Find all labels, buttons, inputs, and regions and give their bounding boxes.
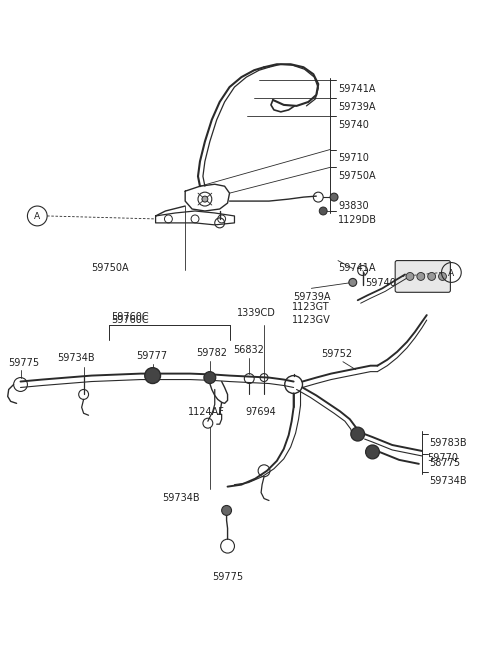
Text: 59739A: 59739A bbox=[294, 292, 331, 303]
Text: A: A bbox=[448, 269, 455, 278]
Text: 59783B: 59783B bbox=[430, 438, 468, 448]
Text: 59770: 59770 bbox=[427, 453, 458, 463]
Text: 59752: 59752 bbox=[321, 348, 352, 359]
Circle shape bbox=[351, 427, 365, 441]
Text: 59740: 59740 bbox=[338, 120, 369, 130]
Circle shape bbox=[406, 272, 414, 280]
Text: 59741A: 59741A bbox=[338, 84, 375, 94]
Text: 59740: 59740 bbox=[366, 278, 396, 288]
Circle shape bbox=[428, 272, 435, 280]
Text: 1124AF: 1124AF bbox=[188, 407, 225, 417]
Text: 59739A: 59739A bbox=[338, 102, 375, 112]
Circle shape bbox=[202, 196, 208, 202]
Text: 59777: 59777 bbox=[136, 350, 167, 361]
Text: 59782: 59782 bbox=[196, 348, 227, 358]
Text: 59741A: 59741A bbox=[338, 263, 375, 272]
Text: A: A bbox=[34, 212, 40, 221]
Text: 59750A: 59750A bbox=[338, 172, 376, 181]
Circle shape bbox=[330, 193, 338, 201]
Text: 59734B: 59734B bbox=[430, 476, 468, 486]
FancyBboxPatch shape bbox=[395, 261, 450, 292]
Text: 97694: 97694 bbox=[245, 407, 276, 417]
Circle shape bbox=[439, 272, 446, 280]
Circle shape bbox=[204, 371, 216, 384]
Circle shape bbox=[366, 445, 379, 459]
Text: 59750A: 59750A bbox=[92, 263, 129, 272]
Text: 59775: 59775 bbox=[212, 572, 243, 582]
Circle shape bbox=[319, 207, 327, 215]
Text: 1123GV: 1123GV bbox=[292, 315, 330, 325]
Circle shape bbox=[417, 272, 425, 280]
Text: 1129DB: 1129DB bbox=[338, 215, 377, 225]
Circle shape bbox=[349, 278, 357, 286]
Text: 56832: 56832 bbox=[233, 345, 264, 355]
Text: 59775: 59775 bbox=[8, 358, 39, 367]
Text: 58775: 58775 bbox=[430, 458, 461, 468]
Text: 59710: 59710 bbox=[338, 153, 369, 164]
Text: 59734B: 59734B bbox=[57, 352, 95, 363]
Text: 1339CD: 1339CD bbox=[238, 308, 276, 318]
Text: 1123GT: 1123GT bbox=[292, 302, 329, 312]
Text: 59760C: 59760C bbox=[111, 315, 149, 325]
Text: 93830: 93830 bbox=[338, 201, 369, 211]
Circle shape bbox=[145, 367, 160, 384]
Text: 59760C: 59760C bbox=[111, 312, 149, 322]
Text: 59734B: 59734B bbox=[163, 493, 200, 502]
Circle shape bbox=[222, 506, 231, 515]
